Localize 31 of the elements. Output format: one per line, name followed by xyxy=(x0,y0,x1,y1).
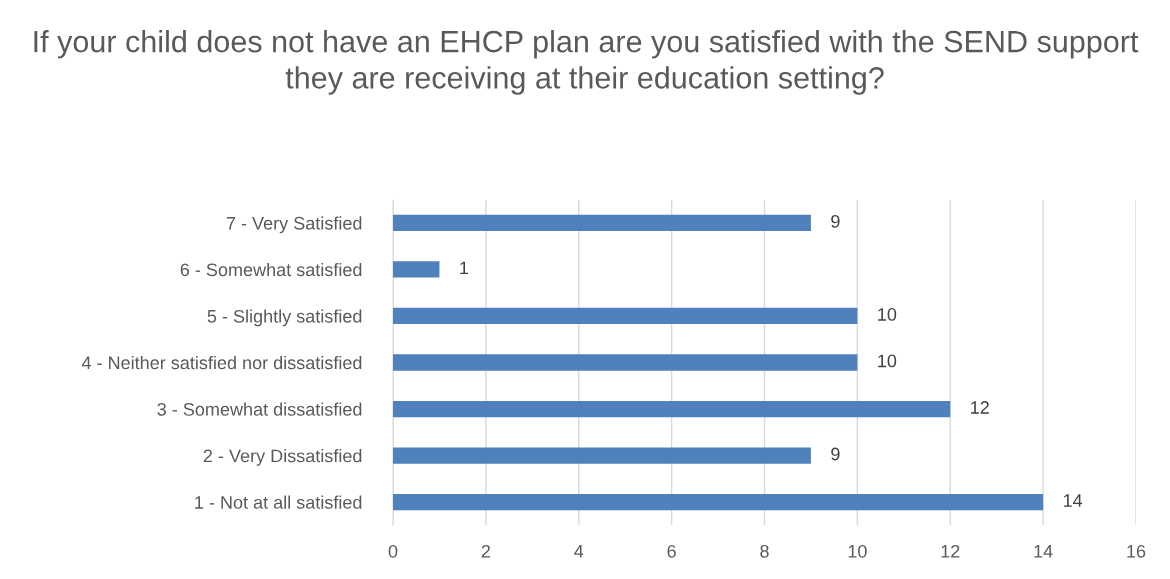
x-tick-label: 16 xyxy=(1127,544,1146,558)
y-tick-label: 7 - Very Satisfied xyxy=(226,216,362,234)
data-label: 1 xyxy=(460,261,469,275)
data-label: 10 xyxy=(878,354,897,368)
x-tick-label: 14 xyxy=(1034,545,1053,558)
y-tick-label: 3 - Somewhat dissatisfied xyxy=(157,402,362,416)
x-tick-label: 0 xyxy=(388,544,398,558)
data-label: 10 xyxy=(878,308,897,321)
bar xyxy=(393,400,951,418)
bar xyxy=(393,261,440,278)
x-tick-label: 8 xyxy=(760,544,769,558)
y-tick-label: 5 - Slightly satisfied xyxy=(207,309,362,327)
x-tick-label: 10 xyxy=(848,544,867,558)
y-tick-label: 6 - Somewhat satisfied xyxy=(180,262,362,277)
data-label: 9 xyxy=(831,214,840,228)
y-tick-label: 1 - Not at all satisfied xyxy=(195,495,362,509)
bar xyxy=(393,447,811,464)
data-label: 12 xyxy=(971,401,989,414)
x-tick-label: 4 xyxy=(574,545,584,558)
x-tick-label: 6 xyxy=(667,544,676,558)
chart-title: If your child does not have an EHCP plan are you satisfied with the SEND support they are receiving at their education setting? xyxy=(34,30,1139,95)
y-tick-label: 2 - Very Dissatisfied xyxy=(203,449,362,466)
y-tick-label: 4 - Neither satisfied nor dissatisfied xyxy=(81,355,362,370)
x-tick-label: 12 xyxy=(941,544,960,558)
bar xyxy=(393,214,811,232)
bar xyxy=(393,493,1044,511)
data-label: 9 xyxy=(831,447,840,461)
data-label: 14 xyxy=(1063,494,1083,507)
x-tick-label: 2 xyxy=(481,544,490,558)
bar xyxy=(393,354,858,371)
bar xyxy=(393,307,858,325)
